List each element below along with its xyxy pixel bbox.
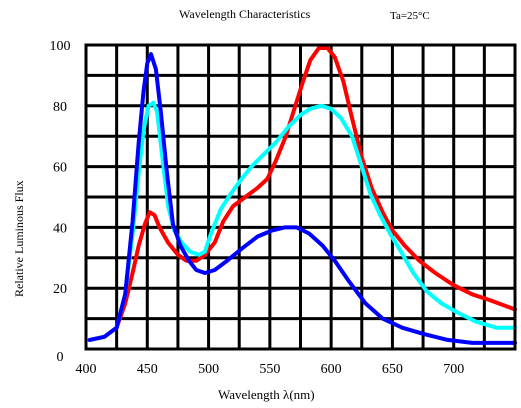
y-axis-label: Relative Luminous Flux bbox=[12, 180, 26, 297]
series-group bbox=[87, 46, 517, 345]
y-tick-label: 40 bbox=[53, 221, 67, 236]
x-tick-label: 500 bbox=[198, 362, 219, 377]
x-tick-label: 600 bbox=[321, 362, 342, 377]
x-tick-label: 700 bbox=[443, 362, 464, 377]
x-tick-label: 400 bbox=[76, 362, 97, 377]
x-tick-labels: 400 450 500 550 600 650 700 bbox=[76, 362, 465, 377]
series-line-3 bbox=[87, 52, 517, 345]
series-line-1 bbox=[87, 46, 517, 342]
series-line-2 bbox=[87, 100, 517, 342]
x-tick-label: 650 bbox=[382, 362, 403, 377]
y-tick-label: 80 bbox=[53, 100, 67, 115]
chart-condition: Ta=25°C bbox=[390, 10, 430, 22]
y-tick-label: 20 bbox=[53, 282, 67, 297]
x-tick-label: 550 bbox=[259, 362, 280, 377]
chart-title: Wavelength Characteristics bbox=[179, 7, 311, 21]
x-axis-label: Wavelength λ(nm) bbox=[218, 387, 315, 402]
y-tick-labels: 0 20 40 60 80 100 bbox=[50, 39, 71, 365]
y-tick-label: 0 bbox=[57, 350, 64, 365]
plot-area bbox=[84, 43, 517, 351]
x-tick-label: 450 bbox=[137, 362, 158, 377]
y-tick-label: 100 bbox=[50, 39, 71, 54]
y-tick-label: 60 bbox=[53, 161, 67, 176]
plot-frame bbox=[84, 43, 517, 351]
